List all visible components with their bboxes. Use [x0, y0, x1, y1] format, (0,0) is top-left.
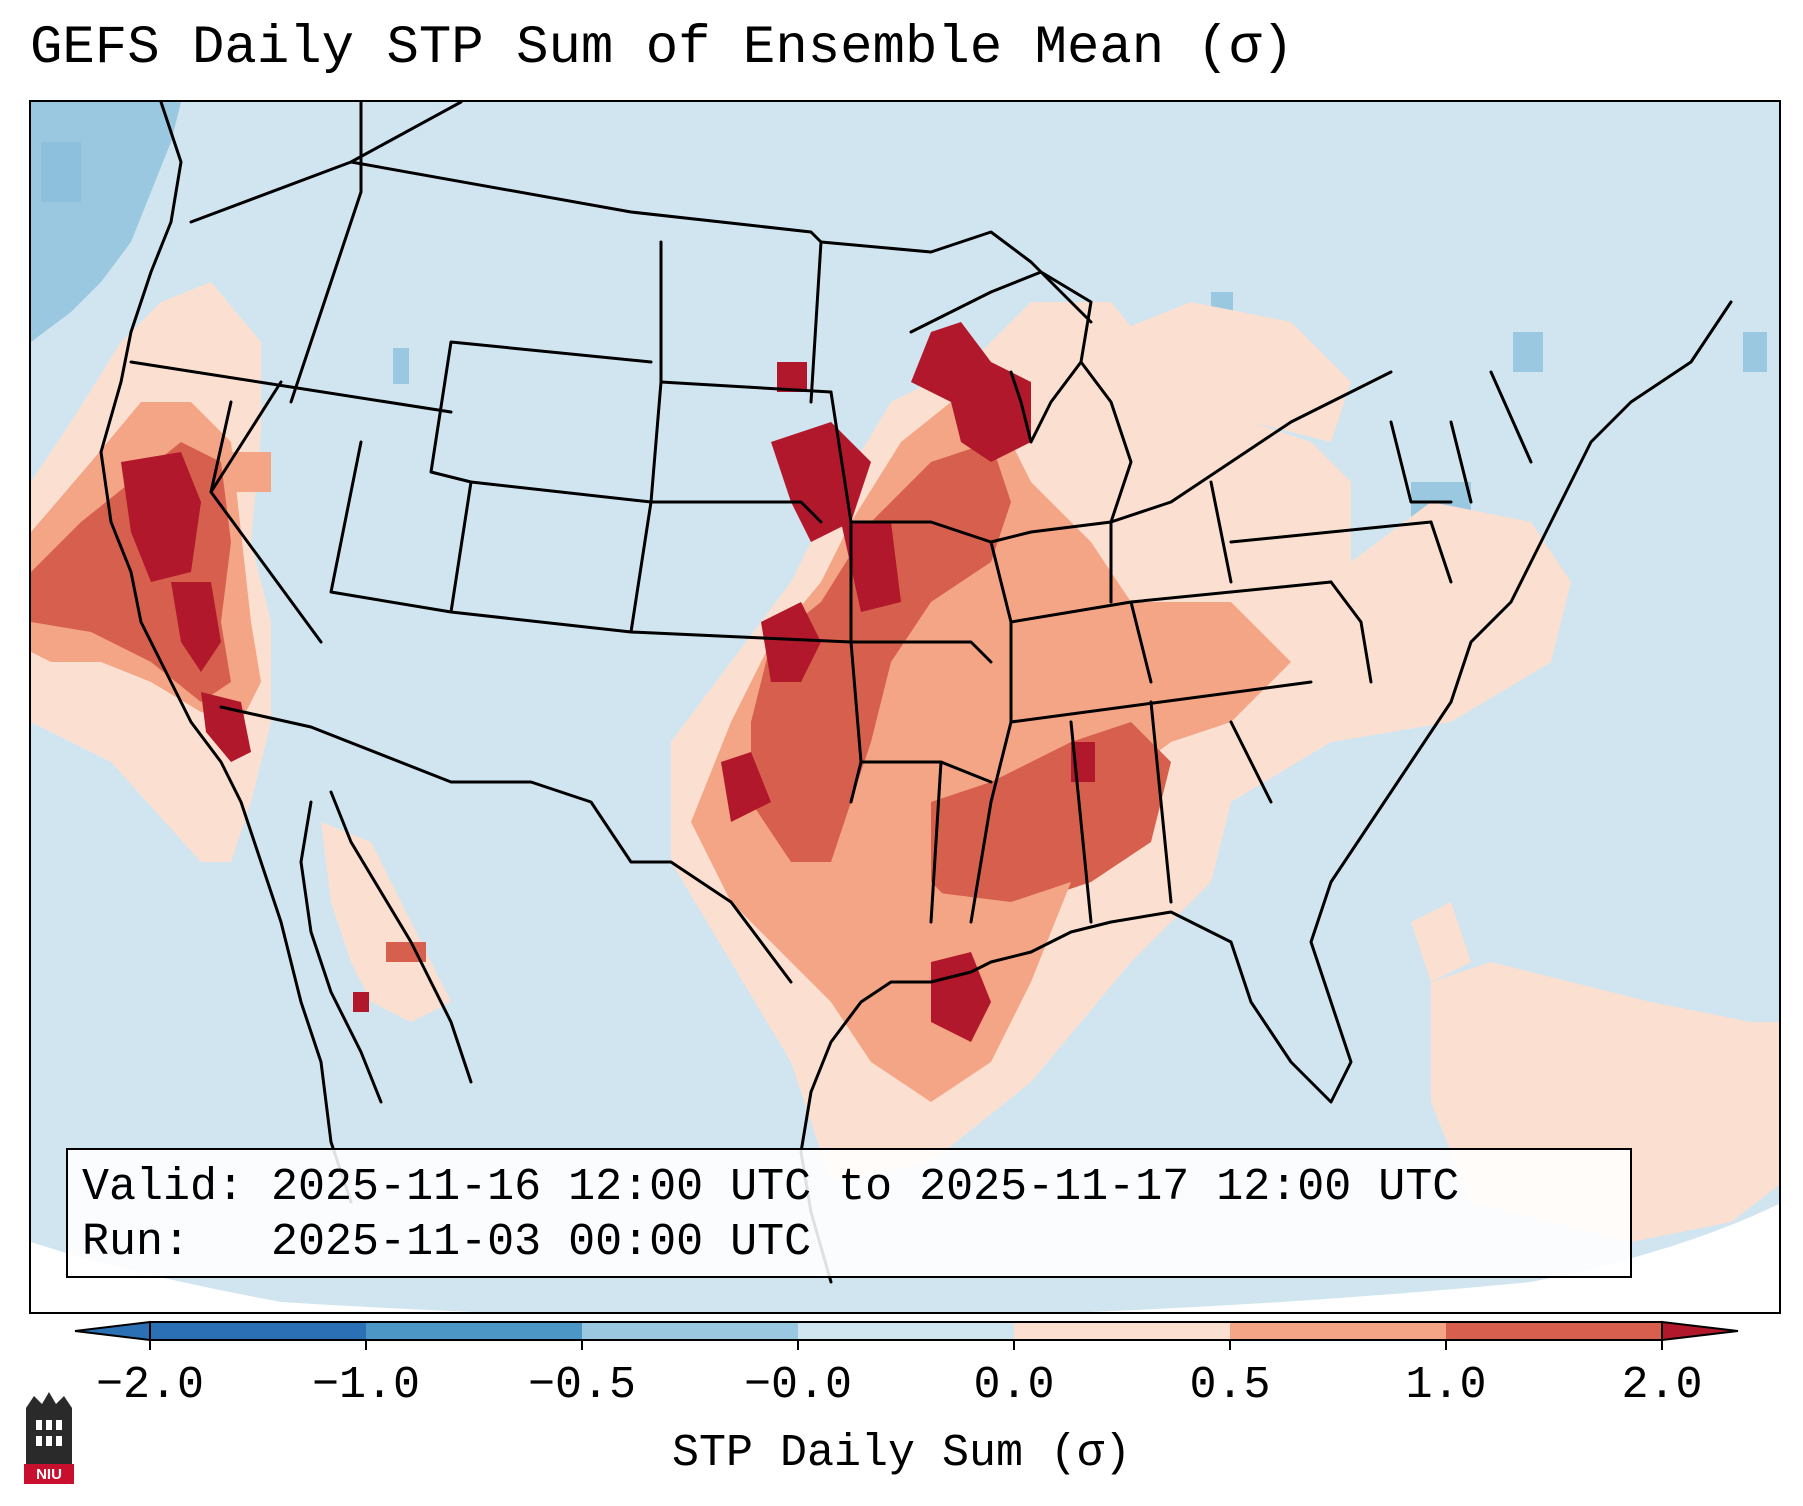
run-label: Run: — [82, 1217, 245, 1268]
colorbar-tick-label: −1.0 — [311, 1360, 421, 1411]
nevada-positive-patch — [231, 452, 271, 492]
validity-info-box: Valid: 2025-11-16 12:00 UTC to 2025-11-1… — [66, 1148, 1632, 1278]
pacific-coastline — [99, 102, 353, 1204]
colorbar-seg-6 — [1230, 1322, 1446, 1340]
nw-pacific-negative-patch — [41, 142, 81, 202]
baja-positive-region — [321, 822, 451, 1022]
colorbar-seg-3 — [582, 1322, 798, 1340]
colorbar-seg-4 — [798, 1322, 1014, 1340]
california-max-region-central — [171, 582, 221, 672]
baja-coast-east — [299, 800, 383, 1104]
valid-label: Valid: — [82, 1162, 245, 1213]
gulf-max-region — [931, 952, 991, 1042]
colorbar-label: STP Daily Sum (σ) — [671, 1428, 1132, 1479]
colorbar-tick-label: 1.0 — [1405, 1360, 1487, 1411]
ontario-positive-region — [1091, 302, 1351, 442]
colorbar-ticks — [149, 1340, 1663, 1350]
minnesota-max-patch — [777, 362, 807, 392]
state-lines-west — [129, 102, 863, 804]
map-panel — [29, 100, 1781, 1314]
niu-logo: NIU — [24, 1392, 74, 1484]
colorbar-tick-label: 2.0 — [1621, 1360, 1703, 1411]
new-england-negative-patch — [1513, 332, 1543, 372]
colorbar-seg-7 — [1446, 1322, 1662, 1340]
kansas-max-region — [761, 602, 821, 682]
logo-text: NIU — [36, 1466, 62, 1483]
us-mexico-border — [219, 705, 793, 984]
atlantic-coastline — [969, 300, 1733, 1104]
chart-title: GEFS Daily STP Sum of Ensemble Mean (σ) — [30, 18, 1294, 79]
state-lines-central — [829, 390, 1433, 924]
central-strong-region — [751, 442, 1011, 862]
colorbar-seg-1 — [150, 1322, 366, 1340]
atlantic-positive-patch — [1411, 902, 1471, 982]
gulf-of-california-east-coast — [329, 790, 473, 1084]
montana-negative-patch — [393, 348, 409, 384]
wisconsin-max-region — [911, 322, 1031, 462]
colorbar-tick-label: −2.0 — [95, 1360, 205, 1411]
missouri-max-region — [841, 522, 901, 612]
colorbar-seg-2 — [366, 1322, 582, 1340]
run-time: 2025-11-03 00:00 UTC — [271, 1217, 812, 1268]
colorbar-tick-label: 0.0 — [973, 1360, 1055, 1411]
tower-windows — [36, 1420, 62, 1446]
colorbar-extend-high — [1661, 1320, 1739, 1342]
texas-max-region — [721, 752, 771, 822]
central-east-mid-region — [691, 402, 1291, 1062]
colorbar-seg-5 — [1014, 1322, 1230, 1340]
logo-banner — [24, 1464, 74, 1484]
colorbar-extend-low — [74, 1320, 151, 1342]
great-lakes-outline — [909, 270, 1393, 524]
maine-negative-patch — [1743, 332, 1767, 372]
colorbar-tick-label: −0.0 — [743, 1360, 853, 1411]
sinaloa-max-patch — [353, 992, 369, 1012]
map-boundaries — [99, 102, 1733, 1284]
southeast-strong-region — [931, 722, 1171, 922]
california-max-region-north — [121, 452, 201, 582]
colorbar-frame — [149, 1321, 1663, 1341]
valid-range: 2025-11-16 12:00 UTC to 2025-11-17 12:00… — [271, 1162, 1460, 1213]
colorbar — [74, 1320, 1739, 1350]
iowa-max-region — [771, 422, 871, 542]
colorbar-tick-label: −0.5 — [527, 1360, 637, 1411]
state-lines-east — [1329, 370, 1533, 684]
sonora-strong-patch — [386, 942, 426, 962]
us-canada-border — [189, 102, 1093, 324]
colorbar-tick-label: 0.5 — [1189, 1360, 1271, 1411]
map-svg — [31, 102, 1779, 1312]
